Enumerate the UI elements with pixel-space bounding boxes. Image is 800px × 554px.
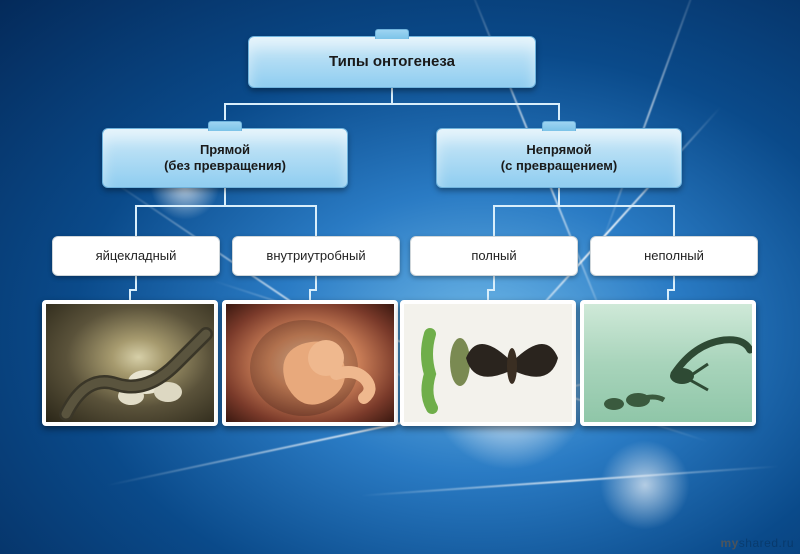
image-incomplete: [580, 300, 756, 426]
branch-subtitle: (с превращением): [501, 158, 617, 174]
leaf-label: яйцекладный: [96, 248, 177, 264]
leaf-oviparous: яйцекладный: [52, 236, 220, 276]
leaf-intrauterine: внутриутробный: [232, 236, 400, 276]
root-node: Типы онтогенеза: [248, 36, 536, 88]
branch-subtitle: (без превращения): [164, 158, 286, 174]
leaf-label: неполный: [644, 248, 704, 264]
root-title: Типы онтогенеза: [329, 53, 455, 72]
image-complete: [400, 300, 576, 426]
leaf-incomplete: неполный: [590, 236, 758, 276]
ontogenesis-tree: Типы онтогенеза Прямой(без превращения) яй…: [0, 0, 800, 554]
leaf-complete: полный: [410, 236, 578, 276]
branch-title: Непрямой: [526, 142, 591, 158]
leaf-label: внутриутробный: [266, 248, 365, 264]
branch-direct: Прямой(без превращения): [102, 128, 348, 188]
watermark: myshared.ru: [720, 536, 794, 550]
watermark-suffix: shared.ru: [739, 536, 794, 550]
watermark-prefix: my: [720, 536, 738, 550]
branch-indirect: Непрямой(с превращением): [436, 128, 682, 188]
leaf-label: полный: [471, 248, 516, 264]
image-intrauterine: [222, 300, 398, 426]
image-oviparous: [42, 300, 218, 426]
branch-title: Прямой: [200, 142, 250, 158]
